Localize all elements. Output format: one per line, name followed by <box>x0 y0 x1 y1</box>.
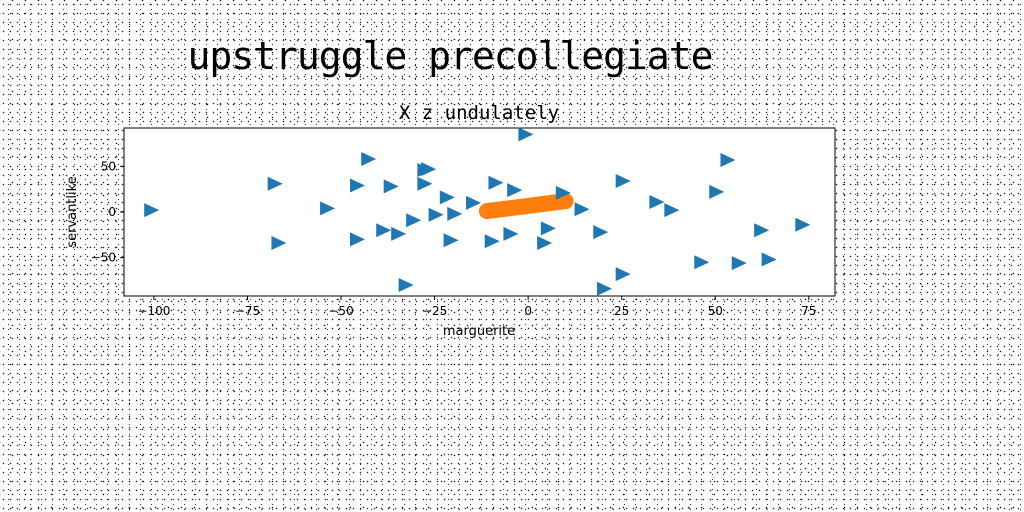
scatter-point <box>439 190 455 205</box>
x-tick-label: −25 <box>422 304 447 318</box>
scatter-point <box>391 226 407 241</box>
scatter-point <box>664 203 680 218</box>
scatter-point <box>267 176 283 191</box>
scatter-point <box>574 202 590 217</box>
scatter-point <box>615 173 631 188</box>
scatter-point <box>694 255 710 270</box>
scatter-point <box>383 179 399 194</box>
scatter-point <box>376 223 392 238</box>
scatter-point <box>555 185 571 200</box>
scatter-point <box>503 226 519 241</box>
scatter-point <box>350 232 366 247</box>
scatter-point <box>540 221 556 236</box>
x-tick-label: 50 <box>708 304 723 318</box>
scatter-point <box>144 203 160 218</box>
scatter-point <box>518 127 534 142</box>
x-tick-label: 25 <box>614 304 629 318</box>
x-tick-label: −100 <box>137 304 170 318</box>
scatter-point <box>417 163 433 177</box>
scatter-point <box>761 252 777 267</box>
scatter-point <box>596 281 612 296</box>
scatter-point <box>488 175 504 190</box>
scatter-point <box>466 195 482 210</box>
chart-title: X z undulately <box>399 102 559 124</box>
scatter-point <box>537 236 553 251</box>
scatter-point <box>754 223 770 238</box>
scatter-point <box>649 194 665 209</box>
x-tick-label: 75 <box>801 304 816 318</box>
y-tick-label: 0 <box>108 205 116 219</box>
plot-area: −100 −75 −50 −25 0 25 50 75 −50 0 50 <box>91 127 836 318</box>
scatter-point <box>406 213 422 228</box>
x-axis-label: marguerite <box>443 324 515 339</box>
scatter-point <box>417 176 433 191</box>
scatter-point <box>731 256 747 271</box>
x-tick-label: −75 <box>235 304 260 318</box>
series-line <box>478 193 574 220</box>
scatter-point <box>320 201 336 216</box>
scatter-point <box>709 184 725 199</box>
x-tick-label: −50 <box>328 304 353 318</box>
scatter-point <box>398 278 414 293</box>
scatter-point <box>443 233 459 248</box>
scatter-point <box>720 152 736 167</box>
y-tick-label: 50 <box>101 159 116 173</box>
x-tick-label: 0 <box>524 304 532 318</box>
scatter-point <box>428 207 444 222</box>
scatter-point <box>795 217 811 232</box>
scatter-point <box>361 152 377 167</box>
scatter-point <box>507 183 523 198</box>
scatter-point <box>484 234 500 249</box>
y-axis-label: servantlike <box>65 176 80 247</box>
scatter-point <box>447 206 463 221</box>
figure-suptitle: upstruggle precollegiate <box>187 34 713 78</box>
y-tick-label: −50 <box>91 251 116 265</box>
scatter-point <box>615 267 631 282</box>
scatter-point <box>271 236 287 251</box>
scatter-point <box>593 225 609 240</box>
scatter-point <box>350 178 366 193</box>
